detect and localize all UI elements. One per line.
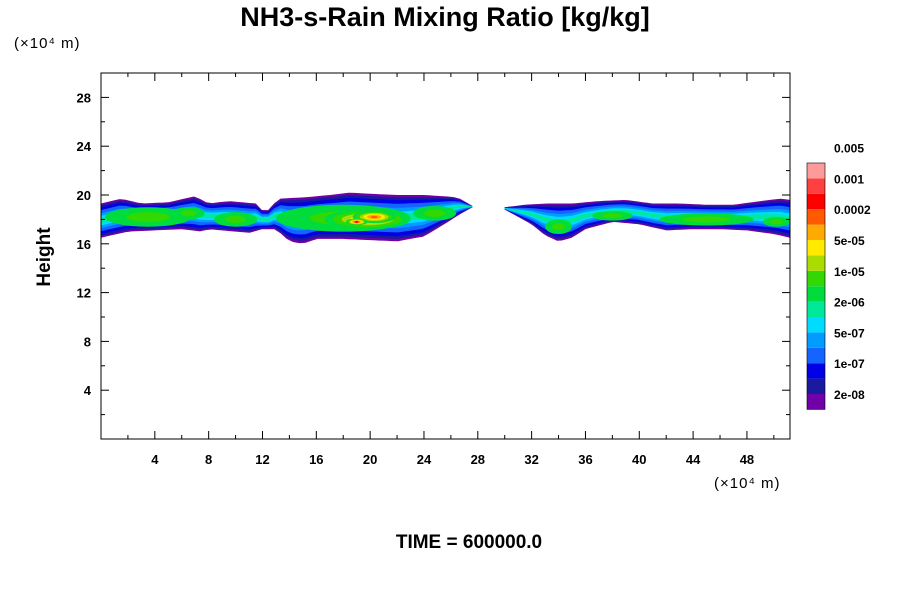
- colorbar: 2e-08 1e-07 5e-07 2e-06 1e-05 5e-05 0.0002 0.00…: [806, 142, 871, 410]
- colorbar-label: 0.001: [834, 172, 864, 186]
- colorbar-label: 5e-07: [834, 326, 865, 340]
- x-tick-label: 4: [151, 452, 159, 467]
- colorbar-swatch: [807, 394, 825, 410]
- colorbar-label: 5e-05: [834, 234, 865, 248]
- colorbar-swatch: [807, 255, 825, 271]
- x-tick-label: 24: [417, 452, 432, 467]
- contour-core: [126, 212, 170, 222]
- contour-core: [180, 210, 197, 217]
- contour-band: [504, 206, 790, 231]
- colorbar-swatch: [807, 224, 825, 240]
- contour-core: [551, 223, 566, 231]
- contour-core: [370, 215, 378, 218]
- contour-core: [602, 213, 623, 219]
- plot-frame: [100, 72, 791, 440]
- colorbar-swatch: [807, 363, 825, 379]
- y-tick-label: 28: [77, 90, 91, 105]
- x-tick-label: 44: [686, 452, 701, 467]
- colorbar-label: 0.005: [834, 142, 864, 156]
- colorbar-label: 1e-07: [834, 357, 865, 371]
- colorbar-swatch: [807, 378, 825, 394]
- colorbar-label: 0.0002: [834, 203, 871, 217]
- colorbar-swatch: [807, 270, 825, 287]
- contour-band: [504, 208, 790, 228]
- colorbar-swatch: [807, 347, 825, 364]
- colorbar-swatch: [807, 209, 825, 225]
- y-tick-label: 24: [77, 139, 92, 154]
- x-tick-label: 8: [205, 452, 212, 467]
- x-tick-label: 16: [309, 452, 323, 467]
- chart-title: NH3-s-Rain Mixing Ratio [kg/kg]: [240, 2, 650, 32]
- colorbar-swatch: [807, 193, 825, 210]
- y-tick-label: 8: [84, 334, 91, 349]
- contour-core: [769, 219, 784, 225]
- time-label: TIME = 600000.0: [396, 532, 542, 553]
- colorbar-swatch: [807, 240, 825, 256]
- colorbar-label: 2e-08: [834, 388, 865, 402]
- y-tick-label: 12: [77, 286, 91, 301]
- contour-core: [423, 209, 446, 217]
- y-tick-label: 4: [84, 383, 92, 398]
- colorbar-frame: [806, 162, 826, 410]
- contour-core: [355, 220, 359, 223]
- colorbar-swatch: [807, 332, 825, 348]
- colorbar-swatch: [807, 301, 825, 317]
- mixing-ratio-field: [101, 192, 790, 244]
- colorbar-label: 1e-05: [834, 265, 865, 279]
- x-tick-label: 36: [578, 452, 592, 467]
- colorbar-label: 2e-06: [834, 296, 865, 310]
- y-axis-label: Height: [34, 227, 55, 287]
- x-tick-label: 40: [632, 452, 646, 467]
- y-unit-label: (×10⁴ m): [14, 35, 81, 52]
- x-unit-label: (×10⁴ m): [714, 475, 781, 492]
- colorbar-swatch: [807, 286, 825, 302]
- colorbar-swatch: [807, 163, 825, 179]
- colorbar-swatch: [807, 178, 825, 194]
- x-tick-label: 32: [524, 452, 538, 467]
- x-tick-label: 48: [740, 452, 754, 467]
- y-tick-label: 20: [77, 188, 91, 203]
- contour-core: [683, 216, 731, 223]
- x-tick-label: 28: [471, 452, 485, 467]
- colorbar-swatch: [807, 317, 825, 333]
- y-tick-label: 16: [77, 237, 91, 252]
- contour-band: [504, 208, 790, 225]
- x-tick-label: 12: [255, 452, 269, 467]
- contour-core: [224, 215, 247, 224]
- x-tick-label: 20: [363, 452, 377, 467]
